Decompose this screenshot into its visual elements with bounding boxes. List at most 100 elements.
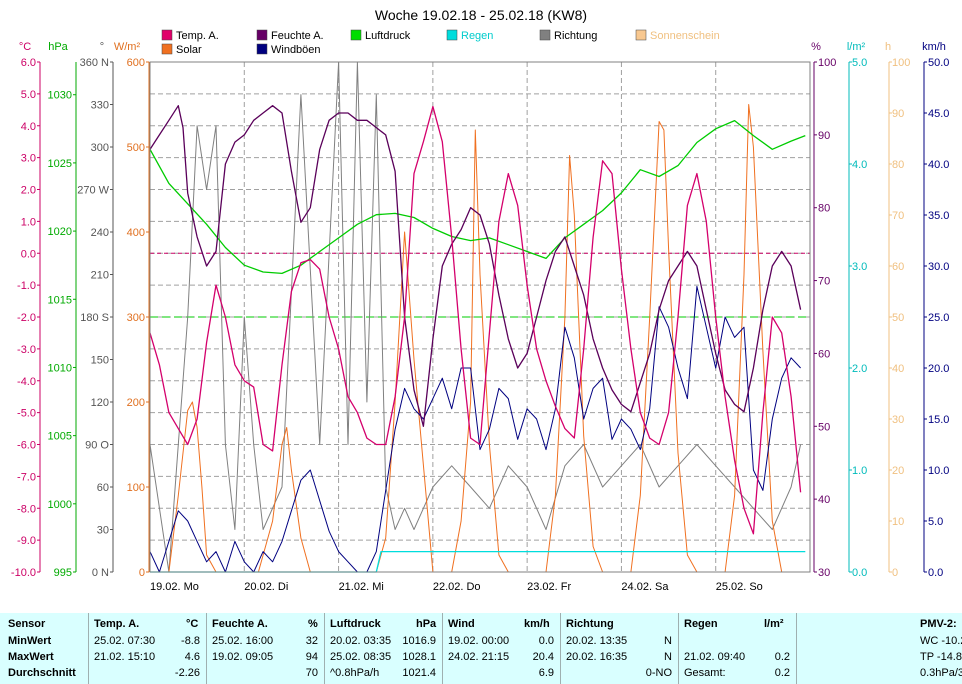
temp-tick-label: -2.0 <box>17 312 36 324</box>
series-line <box>149 105 802 535</box>
row-label-min: MinWert <box>8 635 52 647</box>
axis-unit-labels: °C hPa ° W/m²% l/m² h km/h <box>19 41 946 53</box>
column-divider <box>796 613 797 684</box>
legend-label: Regen <box>461 30 493 42</box>
rain-tick-label: 2.0 <box>852 363 867 375</box>
humidity-tick-label: 100 <box>818 57 836 69</box>
rain-tick-label: 3.0 <box>852 261 867 273</box>
header-temp: Temp. A. <box>94 618 140 630</box>
grid <box>150 62 810 572</box>
direction-tick-label: 300 <box>91 142 109 154</box>
wind-unit-label: km/h <box>922 41 946 53</box>
temp-tick-label: -10.0 <box>11 567 36 579</box>
pressure-tick-label: 1000 <box>48 499 72 511</box>
sunshine-tick-label: 10 <box>892 516 904 528</box>
x-tick-label: 21.02. Mi <box>339 581 384 593</box>
wind-tick-label: 50.0 <box>928 57 949 69</box>
legend-swatch <box>256 29 268 41</box>
sunshine-tick-label: 20 <box>892 465 904 477</box>
press-min-value: 1016.9 <box>402 635 436 647</box>
sunshine-tick-label: 0 <box>892 567 898 579</box>
dir-min-value: N <box>664 635 672 647</box>
pressure-tick-label: 1025 <box>48 158 72 170</box>
wind-avg-value: 6.9 <box>538 667 554 679</box>
sunshine-tick-label: 90 <box>892 108 904 120</box>
rain-total-value: 0.2 <box>774 667 790 679</box>
direction-tick-label: 330 <box>91 100 109 112</box>
temp-tick-label: -7.0 <box>17 471 36 483</box>
dir-avg-value: 0-NO <box>645 667 672 679</box>
wind-tick-label: 10.0 <box>928 465 949 477</box>
rain-max-value: 0.2 <box>774 651 790 663</box>
pressure-tick-label: 1010 <box>48 362 72 374</box>
solar-tick-label: 300 <box>127 312 145 324</box>
temp-tick-label: -1.0 <box>17 280 36 292</box>
rain-max-time: 21.02. 09:40 <box>684 651 746 663</box>
direction-tick-label: 360 N <box>80 57 109 69</box>
pmv-tp: TP -14.8 <box>920 651 962 663</box>
direction-unit-label: ° <box>100 41 104 53</box>
humidity-tick-label: 60 <box>818 348 830 360</box>
temp-max-time: 21.02. 15:10 <box>94 651 156 663</box>
direction-tick-label: 180 S <box>80 312 109 324</box>
solar-tick-label: 100 <box>127 482 145 494</box>
x-tick-label: 19.02. Mo <box>150 581 199 593</box>
solar-tick-label: 200 <box>127 397 145 409</box>
humidity-tick-label: 70 <box>818 276 830 288</box>
axis-ticks: 6.0 5.0 4.0 3.0 2.0 1.0 0.0 -1.0 -2.0 -3.0 -4.0 -5.… <box>11 57 950 593</box>
temp-tick-label: -5.0 <box>17 408 36 420</box>
temp-tick-label: 4.0 <box>21 121 36 133</box>
wind-tick-label: 35.0 <box>928 210 949 222</box>
wind-max-time: 24.02. 21:15 <box>448 651 510 663</box>
temp-tick-label: -9.0 <box>17 535 36 547</box>
header-rain: Regen <box>684 618 718 630</box>
header-pmv: PMV-2: <box>920 618 957 630</box>
wind-tick-label: 20.0 <box>928 363 949 375</box>
temp-tick-label: 2.0 <box>21 185 36 197</box>
wind-tick-label: 15.0 <box>928 414 949 426</box>
press-max-value: 1028.1 <box>402 651 436 663</box>
series-line <box>149 105 802 427</box>
direction-tick-label: 150 <box>91 355 109 367</box>
temp-tick-label: -8.0 <box>17 503 36 515</box>
pressure-tick-label: 995 <box>54 567 72 579</box>
row-label-avg: Durchschnitt <box>8 667 76 679</box>
header-rain-unit: l/m² <box>764 618 784 630</box>
legend: Temp. A. Solar Feuchte A. Windböen Luftdruck… <box>161 29 720 56</box>
pmv-trend: 0.3hPa/3 <box>920 667 962 679</box>
temp-tick-label: 5.0 <box>21 89 36 101</box>
temp-tick-label: -6.0 <box>17 440 36 452</box>
direction-tick-label: 30 <box>97 525 109 537</box>
humidity-tick-label: 40 <box>818 494 830 506</box>
sunshine-tick-label: 30 <box>892 414 904 426</box>
direction-tick-label: 0 N <box>92 567 109 579</box>
wind-tick-label: 30.0 <box>928 261 949 273</box>
column-divider <box>560 613 561 684</box>
header-wind-unit: km/h <box>524 618 550 630</box>
column-divider <box>678 613 679 684</box>
press-max-time: 25.02. 08:35 <box>330 651 392 663</box>
dir-max-time: 20.02. 16:35 <box>566 651 628 663</box>
solar-unit-label: W/m² <box>114 41 141 53</box>
direction-tick-label: 120 <box>91 397 109 409</box>
hum-max-time: 19.02. 09:05 <box>212 651 274 663</box>
wind-min-value: 0.0 <box>538 635 554 647</box>
temp-tick-label: -3.0 <box>17 344 36 356</box>
solar-tick-label: 0 <box>139 567 145 579</box>
column-divider <box>442 613 443 684</box>
header-humidity: Feuchte A. <box>212 618 268 630</box>
temp-tick-label: 6.0 <box>21 57 36 69</box>
pressure-tick-label: 1020 <box>48 226 72 238</box>
solar-tick-label: 500 <box>127 142 145 154</box>
temp-min-time: 25.02. 07:30 <box>94 635 156 647</box>
legend-label: Luftdruck <box>365 30 411 42</box>
press-min-time: 20.02. 03:35 <box>330 635 392 647</box>
direction-tick-label: 210 <box>91 270 109 282</box>
temp-tick-label: 0.0 <box>21 248 36 260</box>
temp-avg-value: -2.26 <box>174 667 200 679</box>
humidity-tick-label: 90 <box>818 130 830 142</box>
legend-swatch <box>161 43 173 55</box>
stats-table: Sensor MinWert MaxWert Durchschnitt Temp… <box>0 613 962 684</box>
legend-swatch <box>161 29 173 41</box>
rain-unit-label: l/m² <box>847 41 866 53</box>
